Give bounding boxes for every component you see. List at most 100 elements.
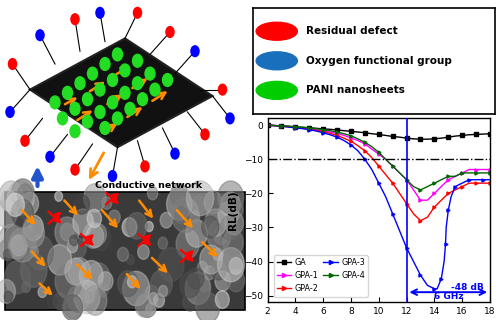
Circle shape — [20, 135, 30, 147]
Circle shape — [205, 228, 219, 246]
GPA-2 — [452, 188, 458, 192]
Circle shape — [100, 58, 110, 70]
Circle shape — [225, 211, 244, 235]
Circle shape — [55, 217, 79, 247]
Circle shape — [84, 290, 94, 303]
Circle shape — [125, 102, 135, 115]
Circle shape — [64, 293, 83, 319]
GPA-3 — [452, 185, 458, 188]
Circle shape — [82, 115, 92, 128]
Circle shape — [62, 294, 82, 320]
Circle shape — [228, 269, 244, 292]
GA — [473, 132, 479, 136]
GPA-3 — [341, 139, 347, 142]
Circle shape — [145, 67, 155, 80]
GPA-1 — [286, 125, 292, 129]
GPA-2 — [362, 149, 368, 153]
GPA-4 — [446, 174, 452, 178]
Circle shape — [188, 268, 204, 289]
Circle shape — [21, 192, 38, 215]
Circle shape — [218, 181, 244, 214]
GPA-4 — [452, 174, 458, 178]
GPA-1 — [272, 124, 278, 127]
Circle shape — [199, 278, 210, 292]
Circle shape — [225, 112, 235, 124]
GA — [272, 124, 278, 127]
Circle shape — [214, 226, 228, 244]
GA — [376, 132, 382, 136]
Circle shape — [170, 183, 188, 206]
Circle shape — [38, 286, 47, 298]
Circle shape — [75, 77, 85, 90]
GA — [382, 133, 388, 137]
Circle shape — [150, 83, 160, 96]
Circle shape — [192, 196, 205, 213]
Circle shape — [145, 285, 158, 302]
Circle shape — [0, 224, 24, 258]
GA — [369, 132, 375, 136]
GPA-1 — [334, 132, 340, 135]
GPA-4 — [341, 132, 347, 136]
GPA-3 — [306, 128, 312, 132]
Circle shape — [126, 212, 147, 239]
GPA-4 — [362, 140, 368, 144]
Circle shape — [208, 221, 231, 251]
GPA-2 — [480, 181, 486, 185]
Circle shape — [0, 280, 16, 303]
Circle shape — [112, 112, 122, 125]
Circle shape — [108, 74, 118, 86]
Circle shape — [74, 195, 90, 214]
GPA-4 — [300, 125, 306, 129]
Circle shape — [20, 203, 34, 220]
GPA-4 — [278, 124, 284, 128]
Circle shape — [170, 148, 180, 160]
GPA-3 — [396, 229, 402, 233]
Circle shape — [146, 221, 153, 232]
GA — [404, 136, 409, 140]
GPA-3 — [348, 143, 354, 147]
GA — [362, 131, 368, 135]
Circle shape — [175, 207, 188, 224]
GPA-3 — [480, 178, 486, 182]
Circle shape — [108, 96, 118, 109]
Circle shape — [218, 202, 238, 228]
Circle shape — [55, 264, 82, 299]
Circle shape — [154, 293, 164, 307]
GA — [264, 123, 270, 127]
Circle shape — [50, 96, 60, 109]
Circle shape — [146, 303, 156, 316]
Circle shape — [95, 7, 105, 19]
Circle shape — [118, 247, 128, 261]
Circle shape — [256, 22, 298, 40]
Circle shape — [8, 236, 26, 259]
Circle shape — [10, 235, 27, 256]
Circle shape — [186, 220, 208, 247]
GPA-2 — [292, 126, 298, 130]
Circle shape — [70, 238, 86, 259]
Line: GPA-1: GPA-1 — [266, 124, 492, 202]
GPA-4 — [487, 171, 493, 175]
GPA-3 — [286, 125, 292, 129]
GPA-2 — [334, 133, 340, 137]
Circle shape — [24, 215, 44, 241]
GA — [487, 132, 493, 136]
GA — [438, 136, 444, 140]
GPA-2 — [306, 127, 312, 131]
GPA-3 — [432, 287, 438, 291]
Circle shape — [223, 230, 243, 255]
GA — [432, 137, 438, 141]
Circle shape — [68, 258, 90, 286]
GA — [424, 137, 430, 141]
GPA-4 — [292, 125, 298, 129]
GPA-1 — [313, 128, 319, 132]
Circle shape — [108, 210, 120, 225]
GPA-3 — [473, 178, 479, 182]
Circle shape — [68, 240, 78, 253]
Circle shape — [6, 193, 25, 216]
GPA-3 — [448, 195, 454, 199]
Circle shape — [132, 54, 142, 67]
Circle shape — [213, 248, 223, 261]
Text: Oxygen functional group: Oxygen functional group — [306, 56, 452, 66]
GPA-1 — [404, 178, 409, 182]
GPA-4 — [418, 188, 424, 192]
